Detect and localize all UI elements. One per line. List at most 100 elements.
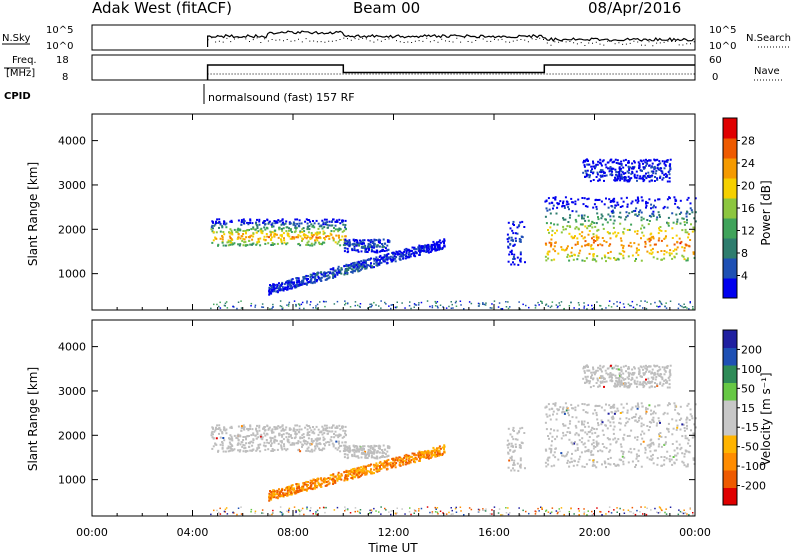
velocity-cell xyxy=(596,507,598,509)
power-cell xyxy=(580,235,583,238)
velocity-cell xyxy=(557,458,560,461)
power-cell xyxy=(340,268,343,271)
velocity-cell xyxy=(278,491,281,494)
velocity-cell xyxy=(270,498,273,501)
power-cell xyxy=(599,162,602,165)
power-cell xyxy=(443,245,446,248)
power-cell xyxy=(319,301,321,303)
velocity-cell xyxy=(394,512,397,515)
velocity-cell xyxy=(682,512,685,515)
velocity-cell xyxy=(583,466,586,468)
power-cell xyxy=(648,237,651,240)
power-cell xyxy=(622,200,625,203)
power-cell xyxy=(634,230,636,233)
velocity-cell xyxy=(660,435,663,438)
velocity-cell xyxy=(683,464,686,467)
velocity-cell xyxy=(669,455,672,458)
power-cell xyxy=(318,241,320,244)
power-cell xyxy=(323,241,326,244)
power-cell xyxy=(631,162,634,165)
velocity-cell xyxy=(324,429,327,432)
power-cell xyxy=(318,243,321,245)
power-cell xyxy=(634,307,637,310)
power-cell xyxy=(290,278,293,281)
velocity-cell xyxy=(511,435,514,438)
velocity-cell xyxy=(498,508,501,510)
velocity-cell xyxy=(237,425,240,428)
power-cell xyxy=(592,255,595,258)
noise-panel: N.Sky 10^5 10^0 10^5 10^0 N.Search xyxy=(2,24,791,52)
power-cell xyxy=(361,267,364,270)
velocity-cell xyxy=(547,403,550,406)
power-cell xyxy=(666,160,669,163)
power-cell xyxy=(628,179,631,182)
power-cell xyxy=(653,180,656,182)
power-cell xyxy=(307,275,310,277)
power-cell xyxy=(619,179,622,182)
velocity-cell xyxy=(549,512,552,515)
velocity-cell xyxy=(292,429,295,432)
velocity-cell xyxy=(222,450,225,453)
power-cell xyxy=(674,202,677,205)
power-cell xyxy=(379,260,381,263)
power-cell xyxy=(306,222,309,225)
power-cell xyxy=(264,223,267,226)
power-cell xyxy=(281,228,283,230)
power-cell xyxy=(637,254,640,257)
power-cell xyxy=(510,249,513,252)
power-cell xyxy=(661,178,664,181)
velocity-cell xyxy=(383,465,386,468)
velocity-cell xyxy=(544,421,547,424)
power-cell xyxy=(251,222,254,225)
velocity-cell xyxy=(367,513,369,515)
velocity-cell xyxy=(304,440,307,442)
velocity-cell xyxy=(571,407,574,410)
velocity-cell xyxy=(363,448,365,451)
velocity-cell xyxy=(307,425,310,427)
power-cell xyxy=(394,260,397,263)
power-cell xyxy=(516,226,519,229)
velocity-cell xyxy=(437,513,439,515)
power-cell xyxy=(381,256,383,259)
power-cell xyxy=(307,231,310,234)
velocity-cell xyxy=(609,456,612,459)
velocity-cell xyxy=(249,425,252,428)
velocity-cell xyxy=(280,429,283,432)
power-cell xyxy=(357,267,360,270)
power-cell xyxy=(549,226,552,229)
velocity-cell xyxy=(336,448,339,451)
velocity-cell xyxy=(644,451,647,454)
power-cell xyxy=(436,301,439,303)
velocity-cell xyxy=(360,469,363,472)
velocity-cell xyxy=(318,484,321,487)
velocity-cell xyxy=(612,438,615,441)
velocity-cell xyxy=(392,464,395,467)
power-colorbar-label: Power [dB] xyxy=(759,180,773,245)
velocity-cell xyxy=(545,413,548,416)
velocity-cell xyxy=(219,436,222,439)
power-cell xyxy=(312,307,314,309)
power-cell xyxy=(371,265,374,268)
velocity-cell xyxy=(611,405,614,408)
velocity-cell xyxy=(571,452,573,455)
velocity-cell xyxy=(545,449,548,452)
velocity-cell xyxy=(212,437,215,440)
velocity-cell xyxy=(622,365,625,368)
velocity-cell xyxy=(592,447,595,450)
power-cell xyxy=(308,228,311,231)
power-cell xyxy=(664,172,667,175)
velocity-cell xyxy=(631,378,634,380)
power-cell xyxy=(349,243,352,246)
velocity-cell xyxy=(326,429,329,432)
velocity-cell xyxy=(357,475,360,478)
velocity-cell xyxy=(271,495,273,498)
velocity-cell xyxy=(245,437,247,440)
velocity-cell xyxy=(694,426,697,429)
velocity-cell xyxy=(625,402,628,405)
velocity-cell xyxy=(247,442,250,444)
velocity-cell xyxy=(575,416,578,419)
velocity-cell xyxy=(376,469,379,472)
power-cell xyxy=(221,236,224,239)
power-cell xyxy=(277,236,280,239)
velocity-cell xyxy=(667,422,670,425)
